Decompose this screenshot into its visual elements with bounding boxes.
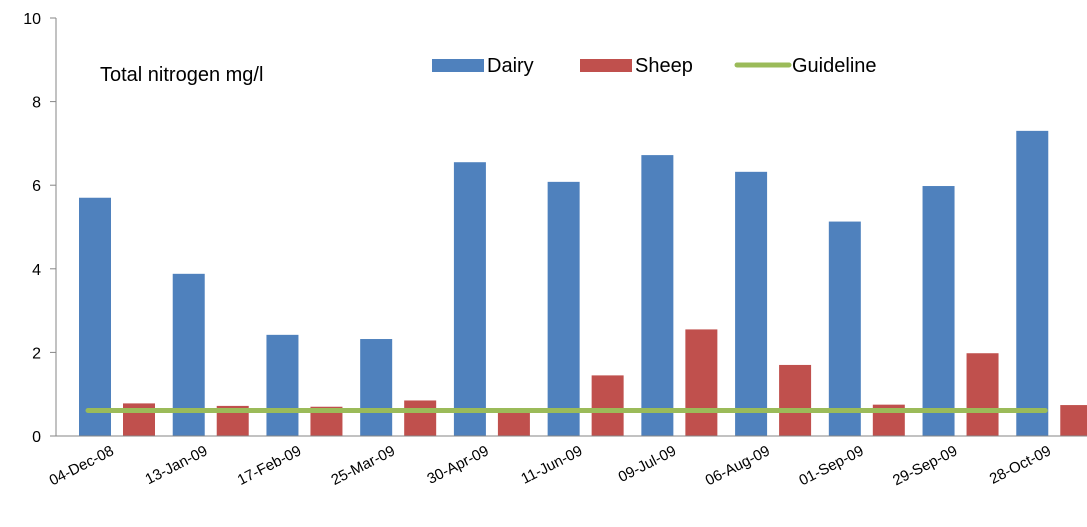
bar-dairy-30-Apr-09 <box>453 162 486 436</box>
bar-sheep-09-Jul-09 <box>685 329 718 436</box>
x-tick-label: 17-Feb-09 <box>235 442 304 489</box>
legend-label-dairy: Dairy <box>487 55 534 77</box>
bar-dairy-09-Jul-09 <box>641 155 674 436</box>
bars-layer <box>79 130 1087 437</box>
bar-sheep-29-Sep-09 <box>966 353 999 436</box>
bar-sheep-25-Mar-09 <box>404 400 437 436</box>
y-tick-label: 0 <box>32 429 41 446</box>
x-tick-label: 25-Mar-09 <box>328 442 397 489</box>
legend-label-guideline: Guideline <box>792 55 877 77</box>
bar-dairy-29-Sep-09 <box>922 186 955 436</box>
bar-sheep-28-Oct-09 <box>1060 405 1087 436</box>
x-tick-label: 11-Jun-09 <box>518 442 585 487</box>
bar-sheep-30-Apr-09 <box>497 413 530 436</box>
bar-dairy-04-Dec-08 <box>79 197 111 436</box>
x-tick-label: 28-Oct-09 <box>987 442 1054 487</box>
x-tick-label: 30-Apr-09 <box>424 442 491 487</box>
bar-dairy-28-Oct-09 <box>1016 130 1049 437</box>
bar-dairy-01-Sep-09 <box>828 221 861 436</box>
y-tick-label: 8 <box>32 95 41 112</box>
x-tick-label: 09-Jul-09 <box>616 442 679 486</box>
x-tick-label: 01-Sep-09 <box>796 442 866 489</box>
chart-title: Total nitrogen mg/l <box>100 64 263 86</box>
bar-dairy-17-Feb-09 <box>266 334 299 436</box>
x-tick-label: 04-Dec-08 <box>47 442 117 489</box>
x-tick-label: 13-Jan-09 <box>143 442 211 488</box>
axes-layer <box>55 18 1087 437</box>
legend-swatch-sheep <box>580 59 632 72</box>
y-tick-label: 10 <box>23 11 41 28</box>
x-tick-label: 06-Aug-09 <box>703 442 773 489</box>
bar-dairy-06-Aug-09 <box>735 171 768 436</box>
legend: Dairy Sheep Guideline <box>432 55 877 77</box>
y-tick-label: 4 <box>32 262 41 279</box>
bar-dairy-11-Jun-09 <box>547 181 580 436</box>
y-tick-label: 6 <box>32 178 41 195</box>
x-tick-label: 29-Sep-09 <box>890 442 960 489</box>
y-tick-label: 2 <box>32 345 41 362</box>
bar-dairy-25-Mar-09 <box>360 339 393 436</box>
legend-label-sheep: Sheep <box>635 55 693 77</box>
bar-sheep-06-Aug-09 <box>779 364 812 436</box>
bar-sheep-11-Jun-09 <box>591 375 624 436</box>
legend-swatch-dairy <box>432 59 484 72</box>
